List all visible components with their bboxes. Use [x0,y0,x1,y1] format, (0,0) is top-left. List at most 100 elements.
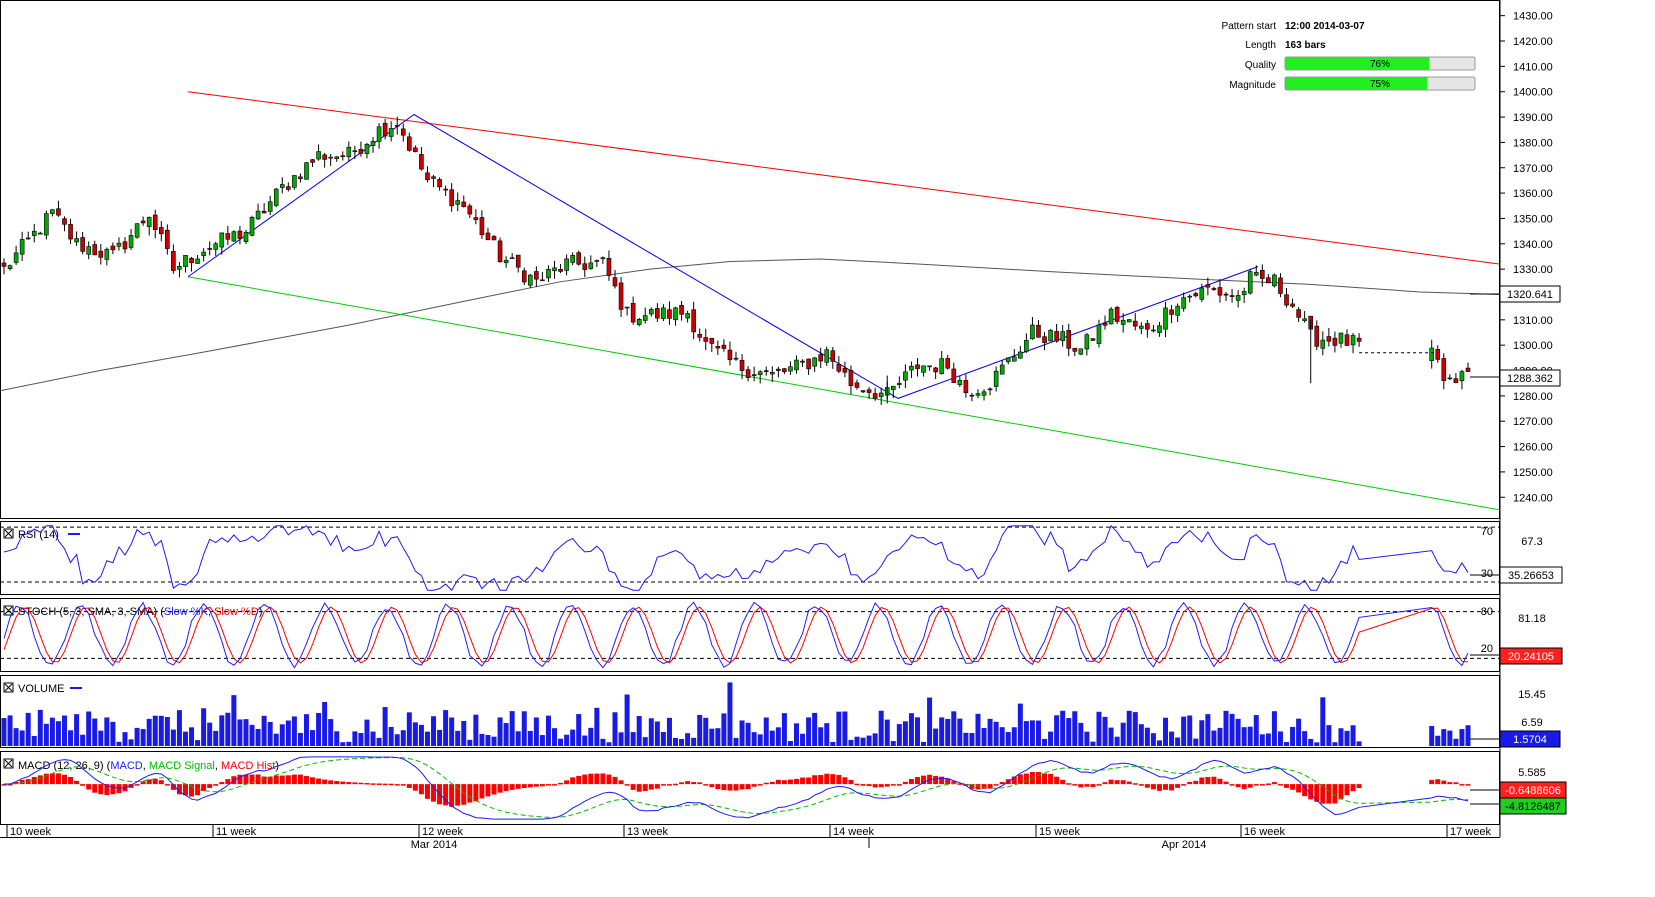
candle-body [921,365,926,373]
volume-tick-high: 15.45 [1518,689,1546,701]
macd-hist-bar [564,780,570,785]
volume-bar [473,714,479,746]
macd-hist-bar [255,774,261,785]
candle-body [467,205,473,215]
volume-bar [727,682,733,746]
week-tick-label: 14 week [833,826,874,838]
macd-hist-bar [1090,784,1096,788]
volume-bar [673,737,679,746]
candle-body [933,367,938,373]
candle-body [189,257,194,264]
macd-hist-bar [1084,784,1090,787]
macd-hist-bar [340,781,346,785]
volume-bar [370,731,376,746]
volume-bar [1023,721,1029,746]
macd-hist-bar [176,784,182,795]
volume-bar [902,721,908,746]
macd-hist-bar [600,773,606,785]
candle-body [261,210,267,214]
macd-hist-bar [539,784,545,787]
macd-hist-bar [1290,784,1296,790]
macd-hist-bar [110,784,116,795]
macd-hist-bar [1277,784,1283,786]
rsi-current-value: 35.26653 [1508,570,1554,582]
macd-hist-bar [1120,780,1126,785]
macd-hist-bar [358,782,364,785]
macd-hist-bar [606,774,612,785]
volume-bar [322,701,328,746]
candle-body [1320,339,1326,349]
volume-bar [606,742,612,746]
candle-body [655,308,660,319]
macd-hist-bar [1441,780,1447,785]
macd-hist-bar [1453,782,1459,785]
volume-bar [134,727,140,746]
candle-body [1024,339,1029,352]
macd-hist-bar [189,784,195,797]
macd-hist-bar [576,776,582,785]
macd-hist-bar [13,782,19,785]
volume-bar [237,719,243,746]
volume-bar [1035,720,1041,746]
last-price-tag: 1288.362 [1507,373,1553,385]
volume-bar [1090,741,1096,746]
candle-body [128,235,134,248]
candle-body [1350,335,1356,346]
macd-hist-bar [654,784,660,789]
candle-body [1229,295,1235,297]
macd-hist-bar [660,784,666,786]
candle-body [812,357,817,367]
volume-bar [1054,715,1060,746]
macd-hist-bar [594,773,600,785]
candle-body [1278,277,1283,294]
upper-trend-line [187,91,1501,265]
candle-body [152,214,158,230]
volume-bar [485,735,491,746]
candle-body [1205,284,1211,288]
volume-bar [61,715,67,746]
volume-bar [787,741,793,746]
candle-body [1453,378,1459,384]
macd-hist-bar [860,784,866,786]
macd-hist-bar [848,779,854,785]
volume-bar [1072,711,1078,746]
volume-bar [1265,733,1271,746]
volume-bar [189,727,195,746]
candle-body [286,186,291,190]
macd-hist-bar [1265,783,1271,785]
volume-bar [691,737,697,746]
volume-bar [382,707,388,746]
macd-hist-bar [61,774,67,785]
candle-body [915,364,920,369]
candle-body [624,306,630,309]
candle-body [1060,331,1065,341]
macd-hist-bar [896,784,902,786]
candle-body [564,258,569,271]
zigzag-line [187,113,1259,399]
macd-hist-bar [993,784,999,786]
volume-bar [951,711,957,746]
price-tick-label: 1370.00 [1513,163,1553,175]
candle-body [1435,349,1441,360]
candle-body [776,368,781,371]
candle-body [382,122,388,137]
candle-body [1302,318,1307,321]
candle-body [636,319,642,325]
macd-hist-bar [467,784,473,803]
macd-hist-bar [249,774,255,785]
price-tick-label: 1400.00 [1513,87,1553,99]
macd-hist-bar [830,774,836,785]
rsi-tick-67: 67.3 [1521,536,1542,548]
candle-body [1145,323,1150,330]
candle-body [255,210,261,220]
macd-hist-bar [763,782,769,785]
volume-bar [836,711,842,746]
volume-bar [164,716,170,746]
volume-panel: VOLUME 15.45 6.59 1.5704 [1,682,1561,748]
macd-hist-bar [757,784,763,786]
volume-bar [884,719,890,746]
price-tick-label: 1300.00 [1513,340,1553,352]
candle-body [1223,293,1229,296]
price-tick-label: 1380.00 [1513,137,1553,149]
